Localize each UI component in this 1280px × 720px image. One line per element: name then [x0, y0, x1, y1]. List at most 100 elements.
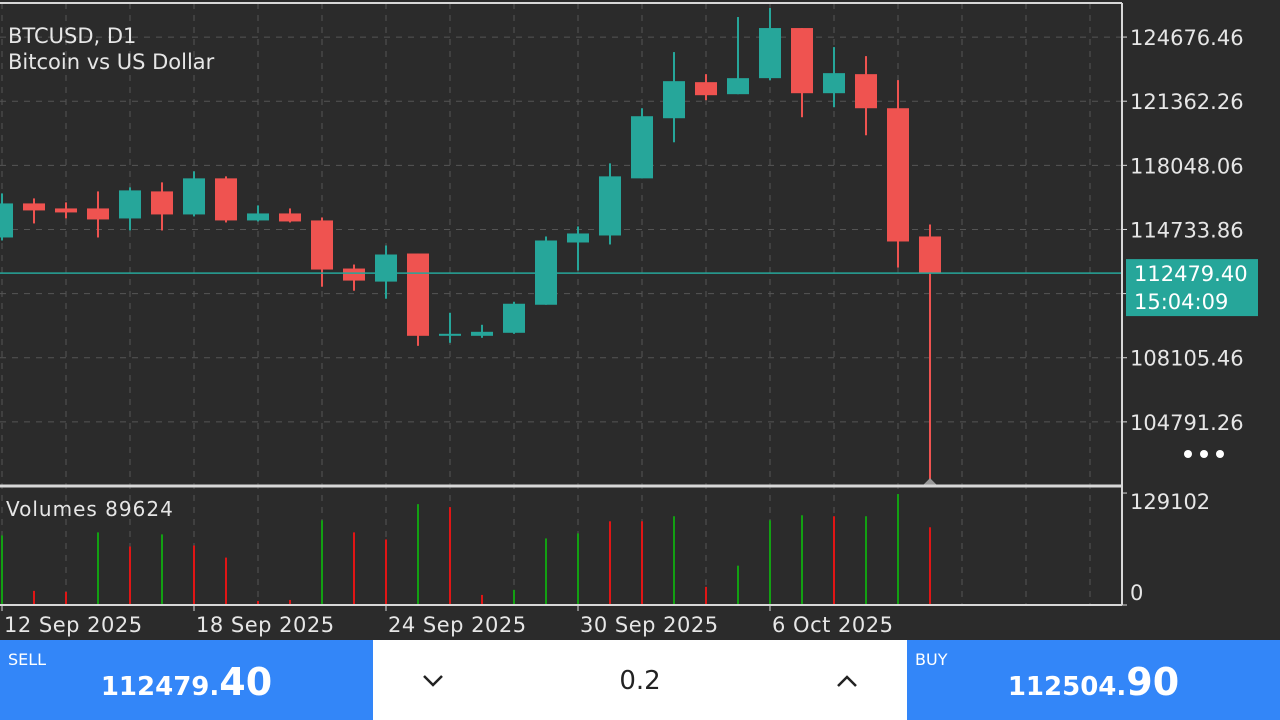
- candle-body: [23, 203, 45, 211]
- symbol-title: BTCUSD, D1: [8, 24, 136, 48]
- volume-bar: [865, 516, 867, 605]
- volume-bar: [545, 538, 547, 605]
- volume-bar: [257, 600, 259, 605]
- chart: BTCUSD, D1 Bitcoin vs US Dollar Volumes …: [0, 0, 1280, 640]
- volume-bar: [641, 521, 643, 605]
- current-price-box: [1126, 259, 1258, 317]
- volume-bar: [161, 534, 163, 605]
- volume-bar: [737, 565, 739, 605]
- current-price-label: 112479.40: [1134, 262, 1248, 286]
- y-tick-label: 124676.46: [1130, 26, 1244, 50]
- candle-body: [727, 78, 749, 95]
- candle-body: [375, 254, 397, 282]
- volume-bar: [929, 527, 931, 605]
- marks: [0, 8, 1122, 605]
- candle-body: [407, 253, 429, 336]
- x-tick-label: 12 Sep 2025: [4, 613, 143, 637]
- volume-bar: [1, 535, 3, 605]
- x-tick-label: 6 Oct 2025: [772, 613, 893, 637]
- volume-bar: [225, 557, 227, 605]
- volume-bar: [609, 521, 611, 605]
- volume-bar: [417, 504, 419, 605]
- candle-body: [311, 220, 333, 270]
- increase-lot[interactable]: [837, 675, 857, 687]
- low-marker: [922, 478, 938, 487]
- candle-body: [919, 236, 941, 274]
- volume-bar: [353, 532, 355, 605]
- candle-body: [695, 82, 717, 96]
- volume-bar: [481, 594, 483, 605]
- candle-body: [87, 208, 109, 220]
- lot-selector: 0.2: [373, 640, 907, 720]
- candle-body: [119, 190, 141, 219]
- volume-title: Volumes 89624: [6, 497, 174, 521]
- candle-body: [0, 203, 13, 238]
- volume-bar: [769, 520, 771, 605]
- volume-bar: [321, 520, 323, 605]
- volume-bar: [289, 599, 291, 605]
- buy-price: 112504.90: [907, 660, 1280, 704]
- candle-body: [631, 116, 653, 179]
- volume-bar: [129, 546, 131, 605]
- volume-tick-label: 0: [1130, 581, 1143, 605]
- sell-label: SELL: [8, 650, 47, 669]
- candle-body: [599, 176, 621, 236]
- background: [0, 0, 1280, 640]
- lot-controls: [423, 675, 857, 687]
- volume-bar: [897, 494, 899, 605]
- candle-body: [471, 331, 493, 336]
- candle-body: [567, 233, 589, 243]
- decrease-lot[interactable]: [423, 675, 443, 687]
- volume-bar: [801, 515, 803, 605]
- candle-body: [439, 333, 461, 336]
- x-tick-label: 18 Sep 2025: [196, 613, 335, 637]
- candle-body: [247, 213, 269, 221]
- volume-bar: [513, 589, 515, 605]
- volume-bar: [97, 532, 99, 605]
- volume-bar: [705, 586, 707, 605]
- volume-bar: [65, 591, 67, 605]
- candle-body: [279, 213, 301, 222]
- symbol-subtitle: Bitcoin vs US Dollar: [8, 50, 215, 74]
- x-tick-label: 24 Sep 2025: [388, 613, 527, 637]
- candle-body: [759, 28, 781, 79]
- candle-body: [343, 268, 365, 281]
- candle-body: [55, 208, 77, 213]
- volume-bar: [833, 516, 835, 605]
- volume-bar: [385, 539, 387, 605]
- candle-body: [887, 108, 909, 242]
- x-tick-label: 30 Sep 2025: [580, 613, 719, 637]
- menu-dot[interactable]: [1216, 450, 1224, 458]
- volume-name: Volumes: [6, 497, 98, 521]
- candle-body: [855, 74, 877, 109]
- lot-value[interactable]: 0.2: [619, 666, 661, 696]
- candle-body: [183, 178, 205, 215]
- buy-price-main: 112504.: [1007, 672, 1127, 702]
- volume-bar: [673, 516, 675, 605]
- sell-price-big: 40: [219, 660, 273, 704]
- menu-dot[interactable]: [1184, 450, 1192, 458]
- sell-price-main: 112479.: [100, 672, 220, 702]
- candle-body: [215, 178, 237, 221]
- volume-tick-label: 129102: [1130, 490, 1210, 514]
- menu-dot[interactable]: [1200, 450, 1208, 458]
- y-tick-label: 104791.26: [1130, 411, 1244, 435]
- candle-body: [823, 73, 845, 94]
- candle-body: [151, 191, 173, 215]
- candle-body: [503, 303, 525, 333]
- grid: [0, 3, 1127, 611]
- y-tick-label: 114733.86: [1130, 218, 1244, 242]
- buy-label: BUY: [915, 650, 948, 669]
- y-tick-label: 121362.26: [1130, 90, 1244, 114]
- candle-body: [791, 28, 813, 94]
- volume-value: 89624: [105, 497, 174, 521]
- y-tick-label: 118048.06: [1130, 154, 1244, 178]
- volume-bar: [33, 590, 35, 605]
- volume-bar: [449, 507, 451, 605]
- sell-button[interactable]: SELL 112479.40: [0, 640, 373, 720]
- buy-button[interactable]: BUY 112504.90: [907, 640, 1280, 720]
- volume-bar: [577, 533, 579, 605]
- countdown: 15:04:09: [1134, 290, 1228, 314]
- buy-price-big: 90: [1126, 660, 1180, 704]
